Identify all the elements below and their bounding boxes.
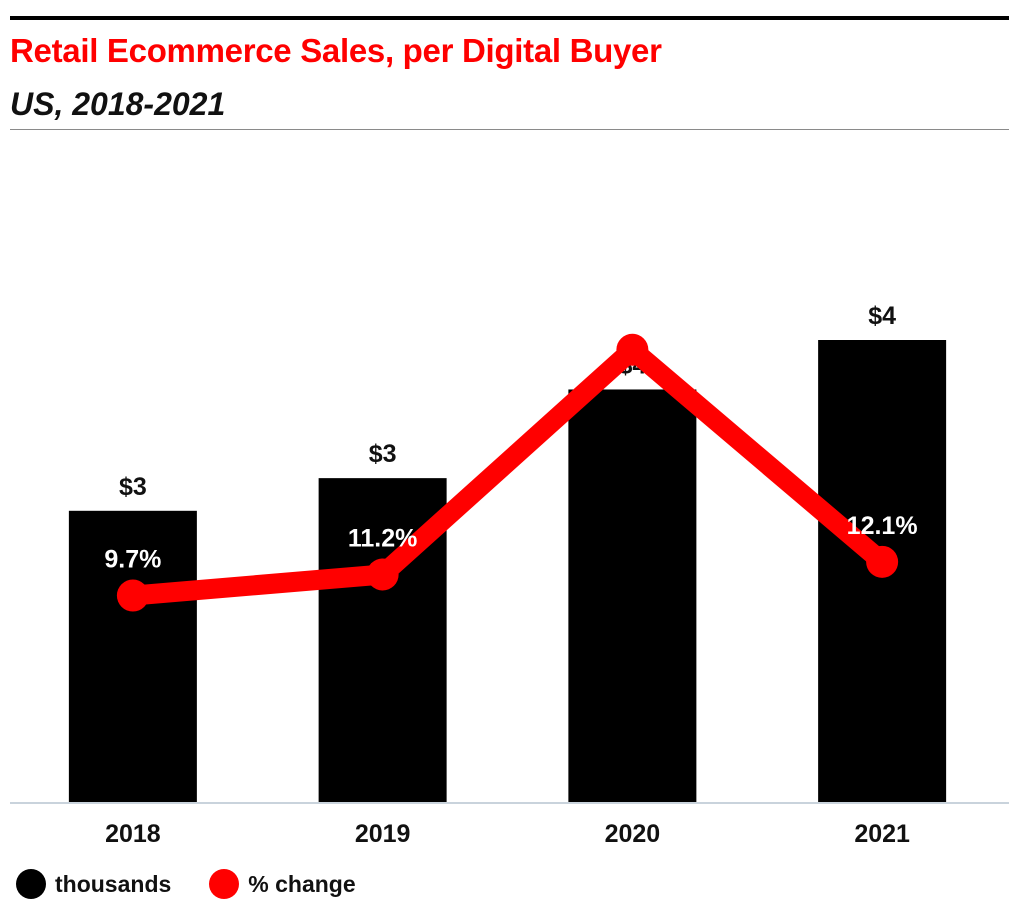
percent-change-point-2018	[116, 579, 149, 612]
chart-title: Retail Ecommerce Sales, per Digital Buye…	[10, 32, 662, 69]
bar-label-2018: $3	[119, 473, 147, 501]
legend-label-percent-change: % change	[248, 870, 356, 897]
percent-change-point-2020	[616, 333, 649, 366]
bar-label-2021: $4	[868, 302, 896, 330]
percent-change-label-2018: 9.7%	[104, 546, 161, 574]
legend-swatch-thousands	[16, 869, 46, 899]
x-tick-label-2021: 2021	[854, 820, 910, 848]
x-tick-label-2019: 2019	[355, 820, 411, 848]
bar-label-2019: $3	[369, 440, 397, 468]
top-rule	[10, 16, 1009, 20]
bar-2018	[68, 510, 197, 802]
x-tick-label-2020: 2020	[605, 820, 661, 848]
percent-change-point-2019	[366, 558, 399, 591]
combo-chart: $3$3$4$420182019202020219.7%11.2%27.2%12…	[10, 300, 1009, 848]
legend-item-thousands: thousands	[16, 869, 171, 899]
percent-change-line	[122, 339, 893, 606]
chart-subtitle: US, 2018-2021	[10, 86, 226, 122]
legend-item-percent-change: % change	[209, 869, 356, 899]
percent-change-label-2019: 11.2%	[348, 524, 418, 552]
subtitle-rule	[10, 129, 1009, 130]
legend: thousands % change	[16, 868, 394, 900]
bar-2020	[568, 389, 697, 802]
percent-change-label-2020: 27.2%	[597, 300, 668, 328]
legend-label-thousands: thousands	[55, 870, 172, 897]
percent-change-point-2021	[866, 545, 899, 578]
percent-change-label-2021: 12.1%	[847, 512, 918, 540]
x-tick-label-2018: 2018	[105, 820, 161, 848]
legend-swatch-percent-change	[209, 869, 240, 899]
